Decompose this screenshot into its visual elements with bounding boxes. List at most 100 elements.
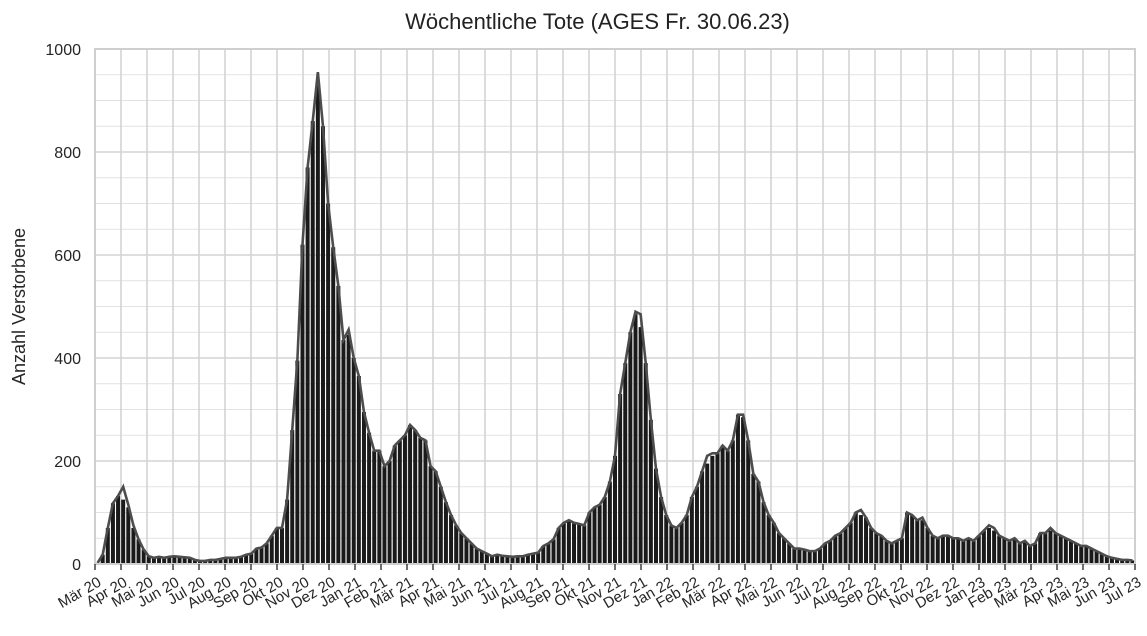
bar [986, 527, 991, 564]
bar [751, 473, 756, 564]
bar [500, 555, 505, 564]
bar [1130, 560, 1135, 564]
bar [1027, 545, 1032, 564]
bar [495, 554, 500, 564]
bar [341, 339, 346, 564]
bar [546, 543, 551, 564]
bar [935, 538, 940, 564]
bar [192, 559, 197, 564]
bar [705, 463, 710, 564]
bar [997, 535, 1002, 564]
bar [848, 522, 853, 564]
bar [679, 522, 684, 564]
bar [1007, 540, 1012, 564]
bar [310, 121, 315, 564]
y-axis-label: Anzahl Verstorbene [9, 228, 29, 385]
bar [408, 424, 413, 564]
bar [515, 556, 520, 564]
bar [223, 557, 228, 564]
bar [541, 545, 546, 564]
bar [187, 557, 192, 564]
bar [618, 394, 623, 564]
bar [433, 471, 438, 564]
bar [828, 540, 833, 564]
bar [1068, 540, 1073, 564]
bar [1104, 556, 1109, 564]
bar [213, 559, 218, 564]
bar [536, 552, 541, 564]
bar [874, 533, 879, 564]
bar [351, 358, 356, 564]
y-tick-label: 200 [54, 454, 81, 471]
bar [218, 558, 223, 564]
bar [1033, 543, 1038, 564]
bar [961, 540, 966, 564]
bar [315, 85, 320, 565]
bar [838, 533, 843, 564]
bar [326, 203, 331, 564]
bar [853, 512, 858, 564]
bar [951, 538, 956, 564]
bar [126, 507, 131, 564]
chart-title: Wöchentliche Tote (AGES Fr. 30.06.23) [405, 9, 790, 34]
bar [1002, 538, 1007, 564]
bar [669, 525, 674, 564]
bar [802, 549, 807, 564]
bar [566, 520, 571, 564]
bar [725, 450, 730, 564]
bar [956, 538, 961, 564]
bar [1099, 553, 1104, 564]
bar [1022, 540, 1027, 564]
y-axis-ticks: 0 200 400 600 800 1000 [45, 42, 81, 574]
bar [320, 126, 325, 564]
bar [1053, 533, 1058, 564]
bar [1043, 533, 1048, 564]
bar [766, 515, 771, 564]
bar [915, 520, 920, 564]
bar [920, 520, 925, 564]
bar [146, 556, 151, 564]
bar [992, 530, 997, 564]
bar [981, 530, 986, 564]
bar [674, 527, 679, 564]
bar [474, 548, 479, 564]
bar [607, 481, 612, 564]
bar [346, 334, 351, 564]
smoothed-line [96, 72, 1133, 564]
bar [771, 522, 776, 564]
bar [387, 461, 392, 564]
bar [1115, 558, 1120, 564]
bar [797, 548, 802, 564]
bar [905, 512, 910, 564]
bar [551, 539, 556, 564]
bar [812, 551, 817, 564]
bar [664, 515, 669, 564]
bar [756, 481, 761, 564]
bar [787, 543, 792, 564]
bar [382, 466, 387, 564]
bar [710, 455, 715, 564]
bar [305, 167, 310, 564]
bar [633, 314, 638, 564]
bar [418, 437, 423, 564]
bar [1109, 557, 1114, 564]
bar [438, 486, 443, 564]
bar [966, 538, 971, 564]
bar [490, 556, 495, 564]
y-tick-label: 0 [72, 557, 81, 574]
bar [720, 445, 725, 564]
bar [597, 504, 602, 564]
bar [776, 533, 781, 564]
bar [285, 499, 290, 564]
bar [643, 363, 648, 564]
bar [879, 535, 884, 564]
bar [976, 535, 981, 564]
bar [730, 440, 735, 564]
bar [367, 432, 372, 564]
bar [817, 548, 822, 564]
bar [290, 430, 295, 564]
bar [162, 557, 167, 564]
bar [884, 540, 889, 564]
bar [869, 527, 874, 564]
